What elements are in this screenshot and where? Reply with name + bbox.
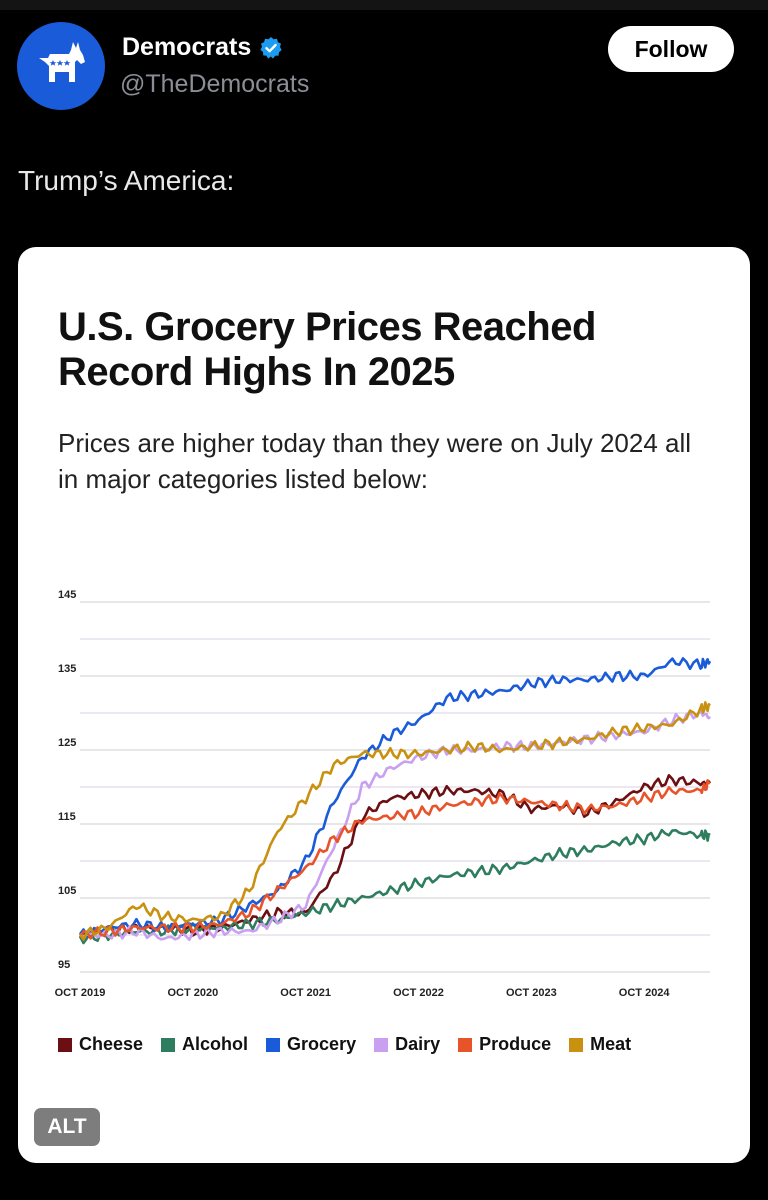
x-tick-label: OCT 2022 (393, 987, 444, 999)
status-bar (0, 0, 768, 10)
legend-item-cheese: Cheese (58, 1034, 143, 1055)
avatar[interactable] (17, 22, 105, 110)
chart-legend: Cheese Alcohol Grocery Dairy Produce Meat (58, 1034, 649, 1055)
legend-item-alcohol: Alcohol (161, 1034, 248, 1055)
series-line-meat (78, 701, 711, 941)
x-tick-label: OCT 2020 (167, 987, 218, 999)
account-handle[interactable]: @TheDemocrats (120, 70, 310, 98)
series-line-dairy (79, 708, 711, 942)
x-tick-label: OCT 2019 (55, 987, 106, 999)
legend-swatch (266, 1037, 281, 1052)
series-line-cheese (79, 774, 712, 938)
legend-swatch (569, 1037, 584, 1052)
chart-title: U.S. Grocery Prices Reached Record Highs… (58, 305, 596, 394)
legend-swatch (374, 1037, 389, 1052)
x-tick-label: OCT 2023 (506, 987, 557, 999)
y-tick-label: 145 (58, 589, 76, 601)
series-line-alcohol (78, 828, 711, 945)
y-tick-label: 115 (58, 811, 76, 823)
legend-swatch (161, 1037, 176, 1052)
line-chart: 95 105 115 125 135 145 OCT 2019 OCT 2020 OCT 202… (55, 589, 712, 999)
y-tick-label: 135 (58, 663, 76, 675)
post-text: Trump’s America: (18, 165, 235, 196)
legend-label: Grocery (287, 1034, 357, 1054)
legend-item-produce: Produce (458, 1034, 551, 1055)
follow-button[interactable]: Follow (608, 26, 734, 72)
legend-item-dairy: Dairy (374, 1034, 440, 1055)
legend-item-grocery: Grocery (266, 1034, 356, 1055)
y-tick-label: 105 (58, 885, 76, 897)
legend-label: Produce (479, 1034, 552, 1054)
legend-swatch (58, 1037, 72, 1052)
legend-label: Alcohol (182, 1034, 249, 1054)
x-tick-label: OCT 2024 (619, 987, 671, 999)
account-name[interactable]: Democrats (122, 33, 252, 61)
series-line-produce (78, 779, 711, 940)
x-tick-label: OCT 2021 (280, 987, 331, 999)
legend-label: Dairy (395, 1034, 441, 1054)
legend-item-meat: Meat (569, 1034, 631, 1055)
chart-subtitle: Prices are higher today than they were o… (58, 428, 692, 494)
legend-label: Meat (590, 1034, 632, 1054)
image-card[interactable]: U.S. Grocery Prices Reached Record Highs… (18, 247, 750, 1163)
alt-text-button[interactable]: ALT (34, 1108, 100, 1146)
y-tick-label: 95 (58, 959, 70, 971)
legend-swatch (458, 1037, 473, 1052)
y-tick-label: 125 (58, 737, 76, 749)
legend-label: Cheese (79, 1034, 144, 1054)
verified-badge-icon (260, 36, 282, 59)
account-name-row: Democrats (122, 33, 283, 62)
donkey-icon (39, 42, 85, 82)
